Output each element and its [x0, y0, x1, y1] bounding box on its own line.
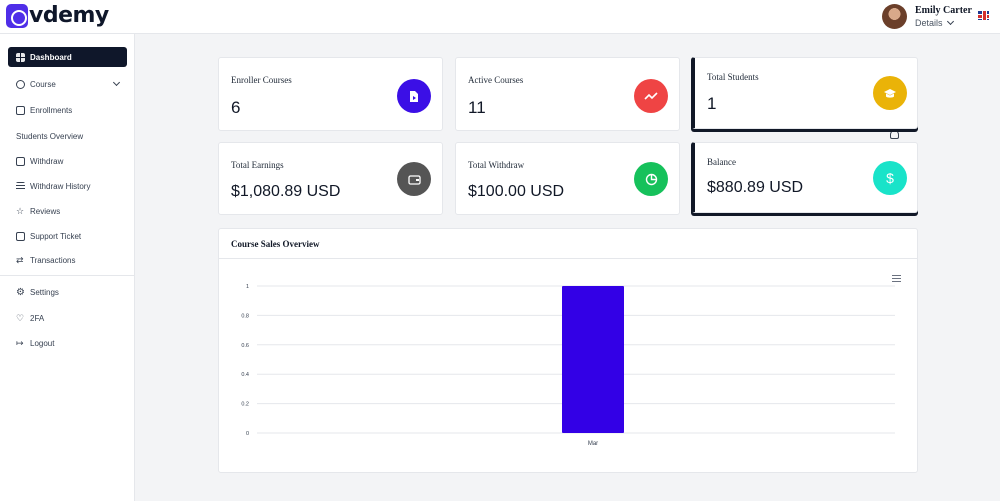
sidebar-item-withdraw[interactable]: Withdraw — [8, 151, 127, 171]
ticket-icon — [16, 231, 25, 241]
top-header: vdemy Emily Carter Details — [0, 0, 1000, 34]
stat-label: Enroller Courses — [231, 75, 292, 85]
stat-card-enroller-courses: Enroller Courses 6 — [218, 57, 443, 131]
star-icon — [16, 207, 25, 216]
sidebar-item-label: 2FA — [30, 313, 45, 323]
y-tick-label: 0.8 — [241, 313, 249, 319]
sidebar-item-label: Support Ticket — [30, 231, 82, 241]
grid-icon — [16, 52, 25, 62]
stat-label: Total Withdraw — [468, 160, 525, 170]
sidebar-item-support-ticket[interactable]: Support Ticket — [8, 226, 127, 246]
stat-card-total-earnings: Total Earnings $1,080.89 USD — [218, 142, 443, 215]
user-icon — [890, 130, 899, 139]
logo[interactable]: vdemy — [6, 4, 109, 28]
sidebar-item-label: Reviews — [30, 206, 61, 216]
menu-icon[interactable] — [892, 275, 901, 282]
user-menu[interactable]: Emily Carter Details — [882, 4, 972, 29]
stat-value: $100.00 USD — [468, 183, 565, 200]
y-tick-label: 0 — [246, 431, 249, 437]
stat-label: Total Students — [707, 72, 759, 82]
avatar[interactable] — [882, 4, 907, 29]
bar-mar[interactable] — [562, 286, 624, 433]
x-tick-label: Mar — [588, 441, 598, 447]
user-details-toggle[interactable]: Details — [915, 17, 972, 29]
wallet-icon — [16, 156, 25, 166]
stat-label: Total Earnings — [231, 160, 284, 170]
stat-value: 1 — [707, 94, 717, 113]
course-sales-panel: Course Sales Overview 0 0.2 0.4 0.6 0.8 1 Mar — [218, 228, 918, 473]
sidebar-divider — [0, 275, 134, 276]
stat-value: $1,080.89 USD — [231, 183, 341, 200]
sidebar-item-logout[interactable]: Logout — [8, 333, 127, 353]
sidebar-item-2fa[interactable]: 2FA — [8, 308, 127, 328]
card-icon — [16, 105, 25, 115]
panel-divider — [219, 258, 917, 259]
user-meta: Emily Carter Details — [915, 5, 972, 29]
uk-flag-icon[interactable] — [978, 11, 989, 20]
sidebar-item-label: Settings — [30, 287, 59, 297]
logo-text: vdemy — [29, 3, 109, 28]
logo-icon — [6, 4, 28, 28]
sidebar-item-label: Enrollments — [30, 105, 73, 115]
stat-label: Active Courses — [468, 75, 524, 85]
y-tick-label: 1 — [246, 284, 249, 290]
sidebar-item-withdraw-history[interactable]: Withdraw History — [8, 176, 127, 196]
sidebar-item-label: Withdraw — [30, 156, 64, 166]
sidebar-item-enrollments[interactable]: Enrollments — [8, 100, 127, 120]
panel-title: Course Sales Overview — [231, 239, 320, 249]
sidebar-item-settings[interactable]: Settings — [8, 282, 127, 302]
pie-icon — [634, 162, 668, 196]
sidebar-item-reviews[interactable]: Reviews — [8, 201, 127, 221]
gear-icon — [16, 288, 25, 297]
stat-label: Balance — [707, 157, 736, 167]
sidebar-item-students-overview[interactable]: Students Overview — [8, 126, 899, 146]
user-name: Emily Carter — [915, 4, 972, 16]
dollar-icon: $ — [873, 161, 907, 195]
list-icon — [16, 181, 25, 191]
user-details-label: Details — [915, 17, 943, 28]
stat-value: 11 — [468, 98, 486, 117]
chevron-down-icon — [112, 78, 121, 87]
sidebar-item-label: Withdraw History — [30, 181, 91, 191]
y-tick-label: 0.6 — [241, 343, 249, 349]
bar-chart: 0 0.2 0.4 0.6 0.8 1 Mar — [241, 284, 895, 447]
book-icon — [16, 79, 25, 89]
stat-card-total-withdraw: Total Withdraw $100.00 USD — [455, 142, 680, 215]
wallet-icon — [397, 162, 431, 196]
chevron-down-icon — [946, 17, 954, 25]
sidebar: Dashboard Course Enrollments Students Ov… — [0, 34, 899, 501]
graduation-cap-icon — [873, 76, 907, 110]
play-file-icon — [397, 79, 431, 113]
y-tick-label: 0.4 — [241, 372, 249, 378]
sidebar-item-label: Dashboard — [30, 52, 72, 62]
stat-value: $880.89 USD — [707, 179, 804, 196]
sidebar-item-label: Logout — [30, 338, 55, 348]
stat-value: 6 — [231, 98, 241, 117]
sidebar-item-label: Transactions — [30, 255, 76, 265]
heart-icon — [16, 314, 25, 323]
logout-icon — [16, 339, 25, 348]
stat-card-balance: Balance $880.89 USD $ — [691, 142, 918, 213]
y-tick-label: 0.2 — [241, 402, 249, 408]
stat-card-total-students: Total Students 1 — [691, 57, 918, 129]
swap-icon — [16, 256, 25, 265]
sidebar-item-label: Students Overview — [16, 131, 84, 141]
sidebar-item-label: Course — [30, 79, 56, 89]
sidebar-item-dashboard[interactable]: Dashboard — [8, 47, 127, 67]
stat-card-active-courses: Active Courses 11 — [455, 57, 680, 131]
trend-icon — [634, 79, 668, 113]
sidebar-item-transactions[interactable]: Transactions — [8, 250, 127, 270]
sidebar-item-course[interactable]: Course — [8, 74, 127, 94]
